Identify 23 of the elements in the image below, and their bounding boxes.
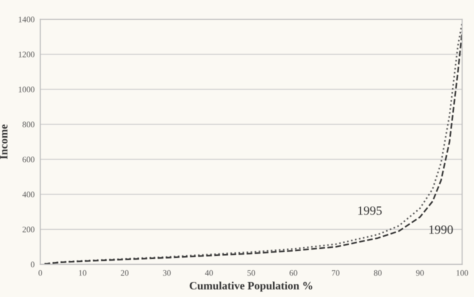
y-tick-label: 600 <box>22 156 34 162</box>
series-label: 1995 <box>358 206 382 215</box>
x-tick-label: 40 <box>205 270 213 276</box>
x-tick-label: 90 <box>416 270 424 276</box>
y-tick-label: 1000 <box>18 86 34 92</box>
x-tick-label: 70 <box>332 270 340 276</box>
x-axis-title: Cumulative Population % <box>190 282 312 292</box>
x-tick-label: 80 <box>374 270 382 276</box>
x-tick-label: 100 <box>456 270 468 276</box>
y-tick-label: 800 <box>22 122 34 128</box>
series-label: 1990 <box>429 225 453 234</box>
y-axis-title: Income <box>0 124 8 160</box>
x-tick-label: 60 <box>290 270 298 276</box>
y-tick-label: 400 <box>22 192 34 198</box>
x-tick-label: 50 <box>248 270 256 276</box>
x-tick-label: 10 <box>79 270 86 276</box>
x-tick-label: 20 <box>120 270 129 276</box>
x-tick-label: 30 <box>163 270 171 276</box>
y-tick-label: 1400 <box>18 16 34 22</box>
y-tick-label: 200 <box>22 226 34 232</box>
y-tick-label: 0 <box>30 262 34 268</box>
y-tick-label: 1200 <box>18 52 34 58</box>
x-tick-label: 0 <box>38 270 42 276</box>
